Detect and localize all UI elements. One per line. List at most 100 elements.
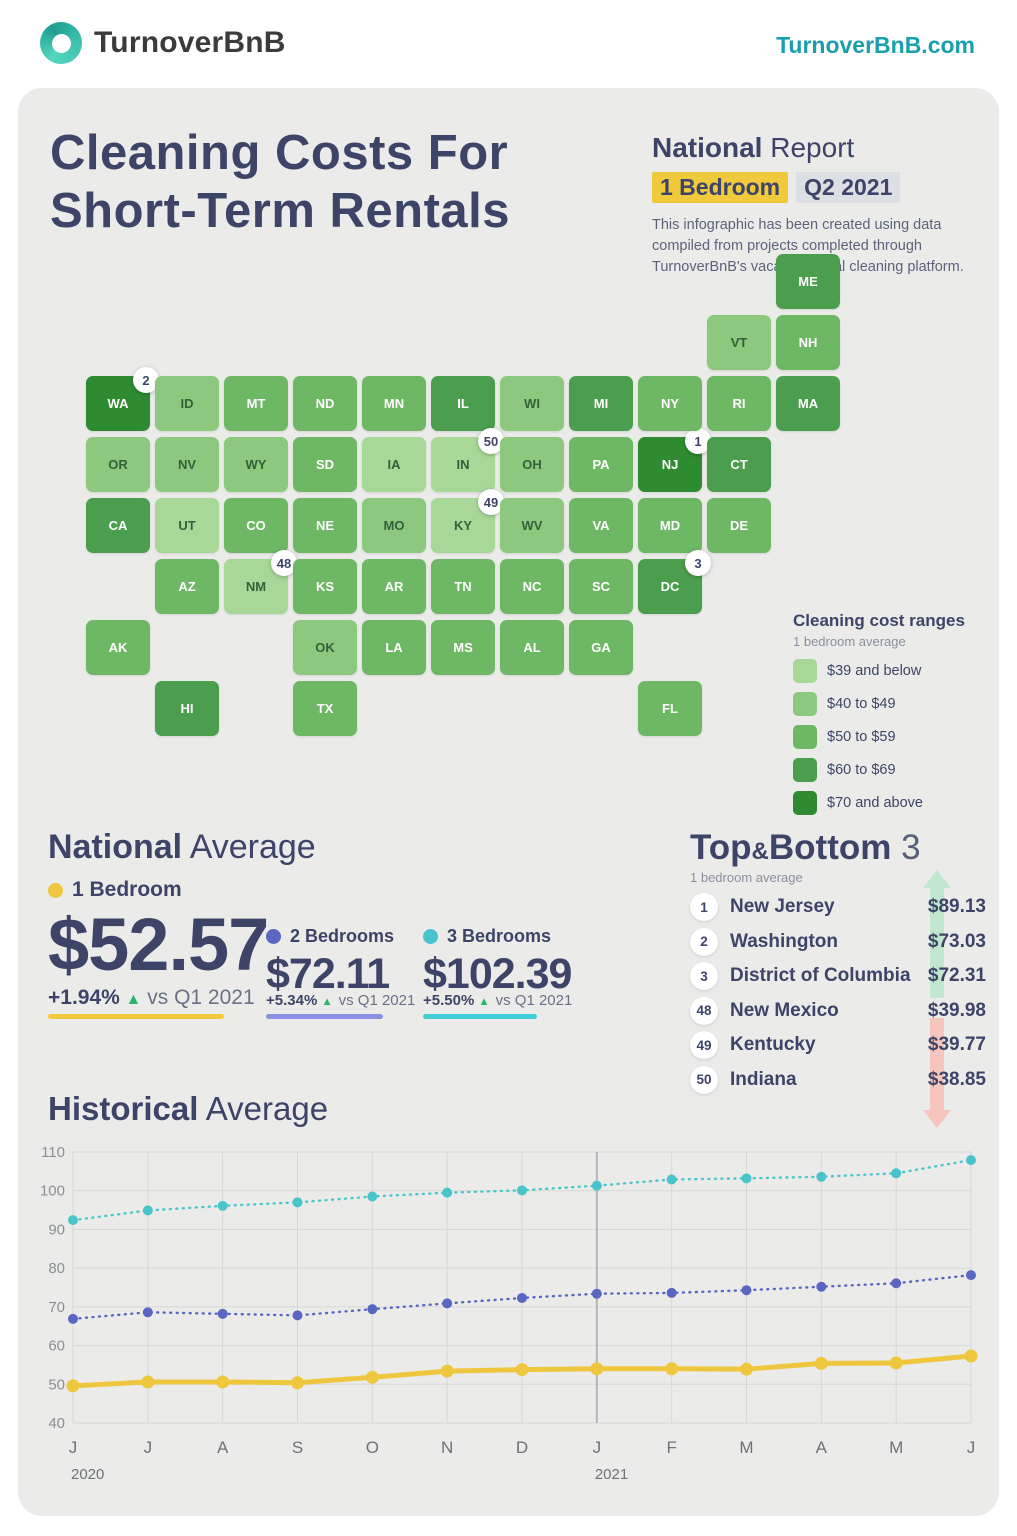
svg-text:2020: 2020 [71, 1466, 104, 1483]
state-tile-ks: KS [293, 559, 357, 614]
svg-text:A: A [816, 1438, 828, 1457]
tb-title-top: Top [690, 828, 752, 867]
svg-text:J: J [69, 1438, 78, 1457]
state-tile-co: CO [224, 498, 288, 553]
state-tile-az: AZ [155, 559, 219, 614]
stat-label: 3 Bedrooms [447, 926, 552, 946]
svg-text:S: S [292, 1438, 303, 1457]
ranked-state-price: $39.98 [927, 999, 986, 1021]
state-tile-sc: SC [569, 559, 633, 614]
state-tile-dc: DC 3 [638, 550, 711, 614]
state-tile-wi: WI [500, 376, 564, 431]
legend-item-2: $50 to $59 [793, 725, 969, 749]
svg-text:40: 40 [48, 1415, 65, 1432]
stat-dot-icon [423, 929, 438, 944]
rank-circle: 48 [690, 996, 718, 1025]
state-tile-nh: NH [776, 315, 840, 370]
rank-badge-wa: 2 [133, 367, 159, 393]
state-tile-sd: SD [293, 437, 357, 492]
stat-underline [423, 1014, 537, 1019]
legend-item-4: $70 and above [793, 791, 969, 815]
state-tile-me: ME [776, 254, 840, 309]
us-choropleth-map: WA 2 OR CA ID NV UT AZ MT WY CO NM 48 ND SD NE KS OK TX MN I… [46, 248, 971, 820]
ranking-row-50: 50 Indiana $38.85 [690, 1063, 986, 1098]
state-tile-wy: WY [224, 437, 288, 492]
page-header: TurnoverBnB TurnoverBnB.com [0, 0, 1017, 88]
state-tile-nj: NJ 1 [638, 428, 711, 492]
state-tile-la: LA [362, 620, 426, 675]
legend-swatch-icon [793, 692, 817, 716]
svg-text:J: J [593, 1438, 602, 1457]
svg-text:80: 80 [48, 1260, 65, 1277]
up-triangle-icon: ▲ [321, 996, 333, 1008]
legend-title: Cleaning cost ranges [793, 611, 965, 630]
svg-text:J: J [967, 1438, 976, 1457]
rank-circle: 49 [690, 1031, 718, 1060]
rank-badge-ky: 49 [478, 489, 504, 515]
svg-text:90: 90 [48, 1221, 65, 1238]
svg-text:D: D [516, 1438, 528, 1457]
legend-item-1: $40 to $49 [793, 692, 969, 716]
state-tile-mn: MN [362, 376, 426, 431]
state-tile-ri: RI [707, 376, 771, 431]
state-tile-nc: NC [500, 559, 564, 614]
state-tile-md: MD [638, 498, 702, 553]
svg-text:F: F [666, 1438, 676, 1457]
ranked-state-name: New Mexico [730, 999, 839, 1021]
report-kicker: National Report [652, 132, 982, 164]
rank-circle: 50 [690, 1065, 718, 1094]
ranked-state-name: District of Columbia [730, 965, 911, 987]
stat-vs-label: vs Q1 2021 [495, 992, 573, 1009]
state-tile-ca: CA [86, 498, 150, 553]
state-tile-mo: MO [362, 498, 426, 553]
ranked-state-name: Washington [730, 930, 838, 952]
ranked-state-price: $89.13 [927, 896, 986, 918]
report-kicker-bold: National [652, 132, 763, 163]
legend-label: $50 to $59 [827, 729, 896, 745]
ranked-state-name: New Jersey [730, 896, 835, 918]
rank-circle: 2 [690, 927, 718, 956]
infographic-card: Cleaning Costs For Short-Term Rentals Na… [18, 88, 999, 1516]
report-block: National Report 1 Bedroom Q2 2021 This i… [652, 132, 982, 278]
logo-text: TurnoverBnB [94, 26, 286, 59]
legend-swatch-icon [793, 791, 817, 815]
svg-text:M: M [889, 1438, 903, 1457]
state-tile-de: DE [707, 498, 771, 553]
svg-text:O: O [366, 1438, 379, 1457]
rank-badge-nm: 48 [271, 550, 297, 576]
rank-circle: 1 [690, 893, 718, 922]
state-tile-tn: TN [431, 559, 495, 614]
historical-title-bold: Historical [48, 1090, 199, 1127]
rank-circle: 3 [690, 962, 718, 991]
stat-value: $102.39 [423, 950, 572, 998]
up-triangle-icon: ▲ [478, 996, 490, 1008]
state-tile-ia: IA [362, 437, 426, 492]
ranking-row-2: 2 Washington $73.03 [690, 925, 986, 960]
state-tile-fl: FL [638, 681, 702, 736]
stat-value: $52.57 [48, 903, 269, 986]
svg-text:N: N [441, 1438, 453, 1457]
stat-value: $72.11 [266, 950, 390, 998]
state-tile-il: IL [431, 376, 495, 431]
state-tile-hi: HI [155, 681, 219, 736]
stat-change: +5.34% ▲ vs Q1 2021 [266, 992, 416, 1009]
svg-text:110: 110 [41, 1144, 65, 1161]
site-link[interactable]: TurnoverBnB.com [776, 32, 975, 58]
state-tile-ma: MA [776, 376, 840, 431]
rank-badge-nj: 1 [685, 428, 711, 454]
state-tile-ne: NE [293, 498, 357, 553]
legend-label: $40 to $49 [827, 696, 896, 712]
ranking-row-48: 48 New Mexico $39.98 [690, 994, 986, 1029]
svg-text:A: A [217, 1438, 229, 1457]
ranked-state-price: $39.77 [927, 1034, 986, 1056]
historical-average-title: Historical Average [48, 1090, 328, 1128]
ranked-state-name: Indiana [730, 1068, 797, 1090]
state-tile-va: VA [569, 498, 633, 553]
svg-text:J: J [144, 1438, 153, 1457]
trend-down-arrow [923, 1018, 951, 1130]
bedroom-badge: 1 Bedroom [652, 172, 789, 203]
top-bottom-title: Top&Bottom 3 [690, 828, 986, 868]
legend-swatch-icon [793, 758, 817, 782]
top-bottom-subtitle: 1 bedroom average [690, 870, 803, 885]
rank-badge-in: 50 [478, 428, 504, 454]
